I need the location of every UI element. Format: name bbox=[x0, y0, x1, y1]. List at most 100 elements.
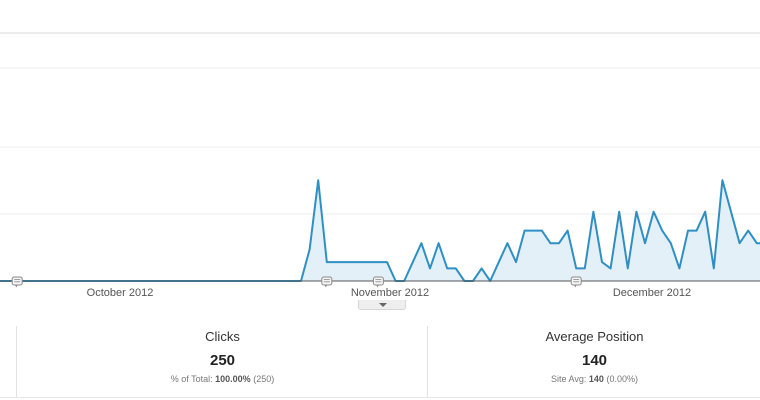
data-point[interactable] bbox=[66, 279, 71, 284]
data-point[interactable] bbox=[591, 209, 596, 214]
data-point[interactable] bbox=[118, 279, 123, 284]
data-point[interactable] bbox=[402, 279, 407, 284]
data-point[interactable] bbox=[419, 241, 424, 246]
data-point[interactable] bbox=[445, 266, 450, 271]
data-point[interactable] bbox=[49, 279, 54, 284]
data-point[interactable] bbox=[23, 279, 28, 284]
data-point[interactable] bbox=[127, 279, 132, 284]
data-point[interactable] bbox=[557, 241, 562, 246]
data-point[interactable] bbox=[101, 279, 106, 284]
data-point[interactable] bbox=[247, 279, 252, 284]
data-point[interactable] bbox=[514, 260, 519, 265]
data-point[interactable] bbox=[187, 279, 192, 284]
data-point[interactable] bbox=[436, 241, 441, 246]
data-point[interactable] bbox=[643, 241, 648, 246]
data-point[interactable] bbox=[462, 279, 467, 284]
data-point[interactable] bbox=[0, 279, 3, 284]
scorecard-clicks[interactable]: Clicks 250 % of Total: 100.00% (250) bbox=[16, 326, 428, 398]
data-point[interactable] bbox=[213, 279, 218, 284]
data-point[interactable] bbox=[531, 228, 536, 233]
data-point[interactable] bbox=[376, 260, 381, 265]
data-point[interactable] bbox=[746, 228, 751, 233]
data-point[interactable] bbox=[178, 279, 183, 284]
data-point[interactable] bbox=[350, 260, 355, 265]
data-point[interactable] bbox=[754, 241, 759, 246]
annotation-icon[interactable] bbox=[321, 276, 333, 288]
data-point[interactable] bbox=[488, 279, 493, 284]
data-point[interactable] bbox=[471, 279, 476, 284]
data-point[interactable] bbox=[686, 228, 691, 233]
data-point[interactable] bbox=[75, 279, 80, 284]
data-point[interactable] bbox=[668, 241, 673, 246]
data-point[interactable] bbox=[290, 279, 295, 284]
data-point[interactable] bbox=[453, 266, 458, 271]
data-point[interactable] bbox=[238, 279, 243, 284]
data-point[interactable] bbox=[299, 279, 304, 284]
data-point[interactable] bbox=[393, 279, 398, 284]
data-point[interactable] bbox=[367, 260, 372, 265]
metric-name: Clicks bbox=[205, 329, 240, 344]
metric-value: 250 bbox=[209, 352, 236, 369]
data-point[interactable] bbox=[256, 279, 261, 284]
data-point[interactable] bbox=[359, 260, 364, 265]
data-point[interactable] bbox=[410, 260, 415, 265]
data-point[interactable] bbox=[582, 266, 587, 271]
data-point[interactable] bbox=[135, 279, 140, 284]
data-point[interactable] bbox=[651, 209, 656, 214]
data-point[interactable] bbox=[729, 209, 734, 214]
data-point[interactable] bbox=[15, 279, 20, 284]
data-point[interactable] bbox=[496, 260, 501, 265]
data-point[interactable] bbox=[677, 266, 682, 271]
data-point[interactable] bbox=[32, 279, 37, 284]
data-point[interactable] bbox=[522, 228, 527, 233]
data-point[interactable] bbox=[548, 241, 553, 246]
data-point[interactable] bbox=[109, 279, 114, 284]
data-point[interactable] bbox=[273, 279, 278, 284]
data-point[interactable] bbox=[324, 260, 329, 265]
data-point[interactable] bbox=[316, 178, 321, 183]
data-point[interactable] bbox=[479, 266, 484, 271]
data-point[interactable] bbox=[385, 260, 390, 265]
data-point[interactable] bbox=[152, 279, 157, 284]
data-point[interactable] bbox=[737, 241, 742, 246]
data-point[interactable] bbox=[634, 209, 639, 214]
data-point[interactable] bbox=[703, 209, 708, 214]
data-point[interactable] bbox=[694, 228, 699, 233]
data-point[interactable] bbox=[204, 279, 209, 284]
data-point[interactable] bbox=[144, 279, 149, 284]
data-point[interactable] bbox=[720, 178, 725, 183]
data-point[interactable] bbox=[221, 279, 226, 284]
annotation-icon[interactable] bbox=[372, 276, 384, 288]
collapse-chart-toggle[interactable] bbox=[358, 300, 406, 310]
data-point[interactable] bbox=[307, 247, 312, 252]
data-point[interactable] bbox=[92, 279, 97, 284]
scorecard-average-position[interactable]: Average Position 140 Site Avg: 140 (0.00… bbox=[427, 326, 760, 398]
data-point[interactable] bbox=[161, 279, 166, 284]
data-point[interactable] bbox=[41, 279, 46, 284]
bottom-divider bbox=[0, 397, 760, 398]
data-point[interactable] bbox=[625, 266, 630, 271]
data-point[interactable] bbox=[195, 279, 200, 284]
data-point[interactable] bbox=[617, 209, 622, 214]
data-point[interactable] bbox=[539, 228, 544, 233]
data-point[interactable] bbox=[574, 266, 579, 271]
data-point[interactable] bbox=[6, 279, 11, 284]
data-point[interactable] bbox=[84, 279, 89, 284]
data-point[interactable] bbox=[333, 260, 338, 265]
data-point[interactable] bbox=[264, 279, 269, 284]
data-point[interactable] bbox=[608, 266, 613, 271]
data-point[interactable] bbox=[58, 279, 63, 284]
annotation-icon[interactable] bbox=[11, 276, 23, 288]
metric-name: Average Position bbox=[545, 329, 644, 344]
data-point[interactable] bbox=[660, 228, 665, 233]
data-point[interactable] bbox=[600, 260, 605, 265]
data-point[interactable] bbox=[170, 279, 175, 284]
data-point[interactable] bbox=[281, 279, 286, 284]
annotation-icon[interactable] bbox=[570, 276, 582, 288]
data-point[interactable] bbox=[505, 241, 510, 246]
data-point[interactable] bbox=[565, 228, 570, 233]
data-point[interactable] bbox=[230, 279, 235, 284]
data-point[interactable] bbox=[342, 260, 347, 265]
data-point[interactable] bbox=[711, 266, 716, 271]
data-point[interactable] bbox=[428, 266, 433, 271]
